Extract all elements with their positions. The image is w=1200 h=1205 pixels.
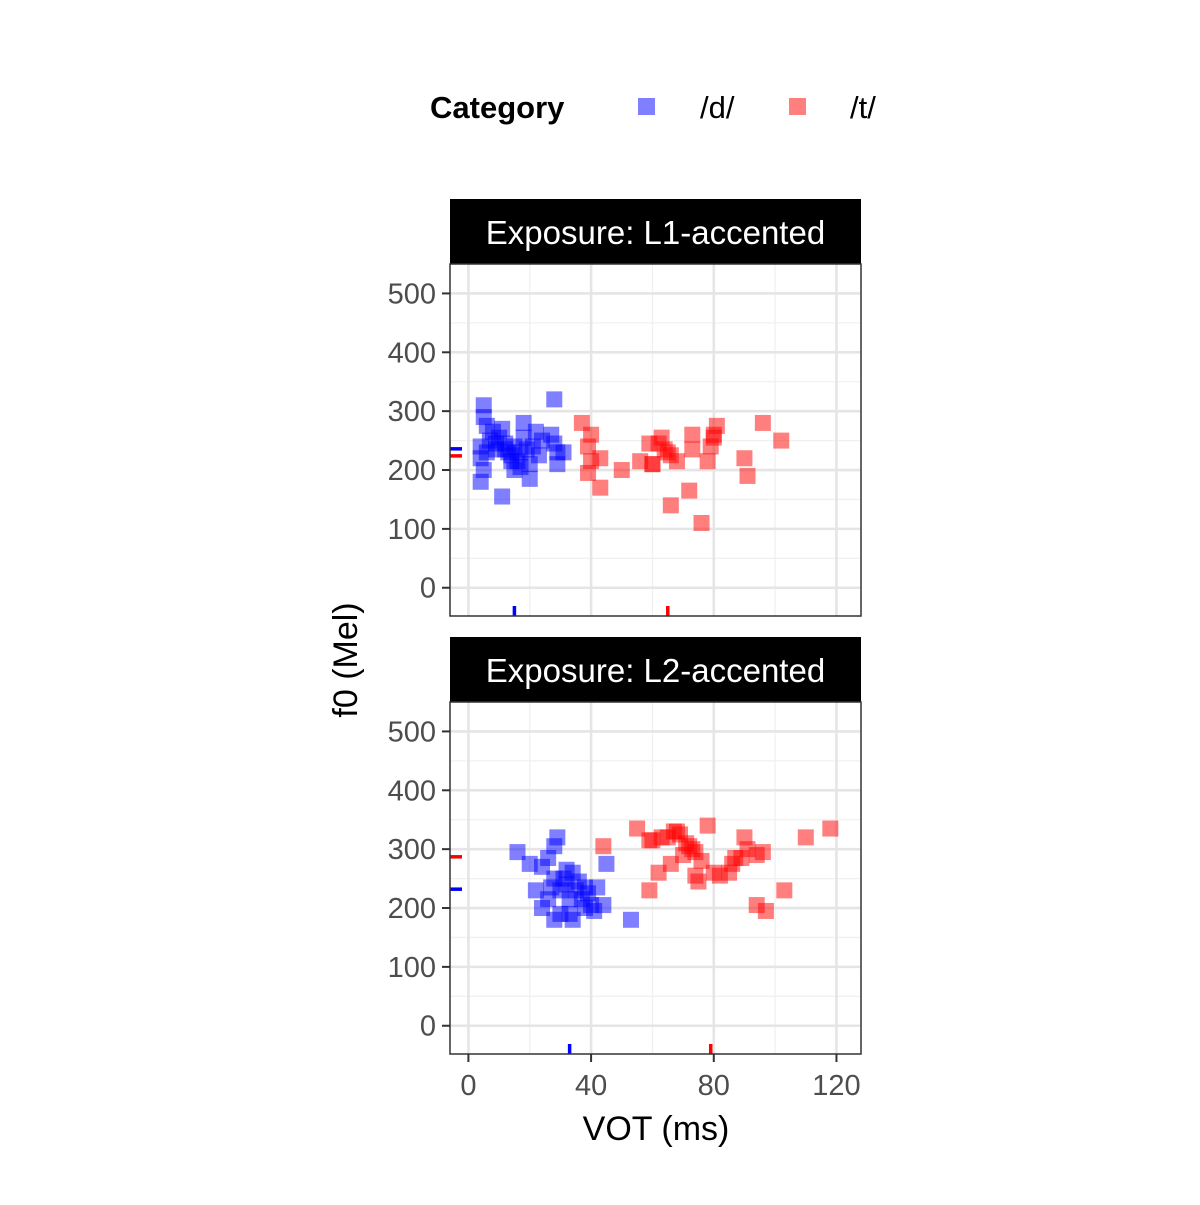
data-point <box>494 488 511 505</box>
panel-l1-accented: Exposure: L1-accented 0 100 200 300 400 500 <box>388 199 862 617</box>
data-point <box>641 882 658 899</box>
legend-label-t: /t/ <box>850 90 876 125</box>
data-point <box>662 855 679 872</box>
mean-markers-l2 <box>450 855 713 1054</box>
data-point <box>515 414 532 431</box>
legend-label-d: /d/ <box>700 90 735 125</box>
data-point <box>521 855 538 872</box>
data-point <box>708 417 725 434</box>
strip-label-l1: Exposure: L1-accented <box>486 214 825 251</box>
strip-label-l2: Exposure: L2-accented <box>486 652 825 689</box>
y-tick-label: 100 <box>388 952 436 984</box>
data-point <box>555 444 572 461</box>
data-point <box>595 838 612 855</box>
y-tick-label: 300 <box>388 834 436 866</box>
points-l1 <box>472 391 790 531</box>
data-point <box>690 873 707 890</box>
legend-key-t <box>789 98 806 115</box>
data-point <box>488 435 505 452</box>
data-point <box>822 820 839 837</box>
y-tick-label: 0 <box>420 1011 436 1043</box>
x-tick-label: 120 <box>812 1070 860 1102</box>
strip-l1-background <box>450 199 861 264</box>
y-axis-l2: 0 100 200 300 400 500 <box>388 716 450 1043</box>
data-point <box>699 817 716 834</box>
data-point <box>632 453 649 470</box>
legend-key-d <box>638 98 655 115</box>
data-point <box>509 844 526 861</box>
data-point <box>739 467 756 484</box>
legend: Category /d/ /t/ <box>430 90 876 125</box>
data-point <box>546 391 563 408</box>
data-point <box>797 829 814 846</box>
data-point <box>754 844 771 861</box>
points-l2 <box>509 817 839 928</box>
y-tick-label: 100 <box>388 514 436 546</box>
data-point <box>622 911 639 928</box>
data-point <box>693 514 710 531</box>
data-point <box>580 464 597 481</box>
data-point <box>494 420 511 437</box>
data-point <box>773 432 790 449</box>
data-point <box>592 479 609 496</box>
data-point <box>757 902 774 919</box>
data-point <box>693 852 710 869</box>
x-axis-title: VOT (ms) <box>583 1110 730 1148</box>
data-point <box>684 426 701 443</box>
data-point <box>668 453 685 470</box>
data-point <box>684 441 701 458</box>
y-axis-title: f0 (Mel) <box>327 602 365 717</box>
panel-border-l2 <box>449 701 862 1055</box>
y-tick-label: 500 <box>388 278 436 310</box>
y-tick-label: 400 <box>388 337 436 369</box>
data-point <box>736 450 753 467</box>
y-tick-label: 200 <box>388 455 436 487</box>
legend-title: Category <box>430 90 565 125</box>
data-point <box>681 482 698 499</box>
mean-markers-l1 <box>450 447 670 616</box>
data-point <box>595 897 612 914</box>
y-tick-label: 400 <box>388 775 436 807</box>
data-point <box>662 497 679 514</box>
data-point <box>613 462 630 479</box>
data-point <box>776 882 793 899</box>
data-point <box>527 882 544 899</box>
y-tick-label: 500 <box>388 716 436 748</box>
data-point <box>592 450 609 467</box>
y-axis-l1: 0 100 200 300 400 500 <box>388 278 450 605</box>
data-point <box>650 864 667 881</box>
x-tick-label: 40 <box>575 1070 607 1102</box>
x-tick-label: 80 <box>698 1070 730 1102</box>
data-point <box>644 832 661 849</box>
panel-border-l1 <box>449 263 862 617</box>
strip-l2-background <box>450 637 861 702</box>
data-point <box>754 414 771 431</box>
data-point <box>598 855 615 872</box>
data-point <box>583 426 600 443</box>
data-point <box>699 453 716 470</box>
y-tick-label: 200 <box>388 893 436 925</box>
data-point <box>629 820 646 837</box>
panel-l2-accented: Exposure: L2-accented 0 100 200 300 400 500 <box>388 637 862 1055</box>
x-axis: 0 40 80 120 <box>460 1054 861 1102</box>
data-point <box>549 829 566 846</box>
y-tick-label: 300 <box>388 396 436 428</box>
data-point <box>530 447 547 464</box>
data-point <box>564 911 581 928</box>
x-tick-label: 0 <box>460 1070 476 1102</box>
data-point <box>589 879 606 896</box>
y-tick-label: 0 <box>420 573 436 605</box>
data-point <box>472 473 489 490</box>
data-point <box>644 456 661 473</box>
data-point <box>512 459 529 476</box>
